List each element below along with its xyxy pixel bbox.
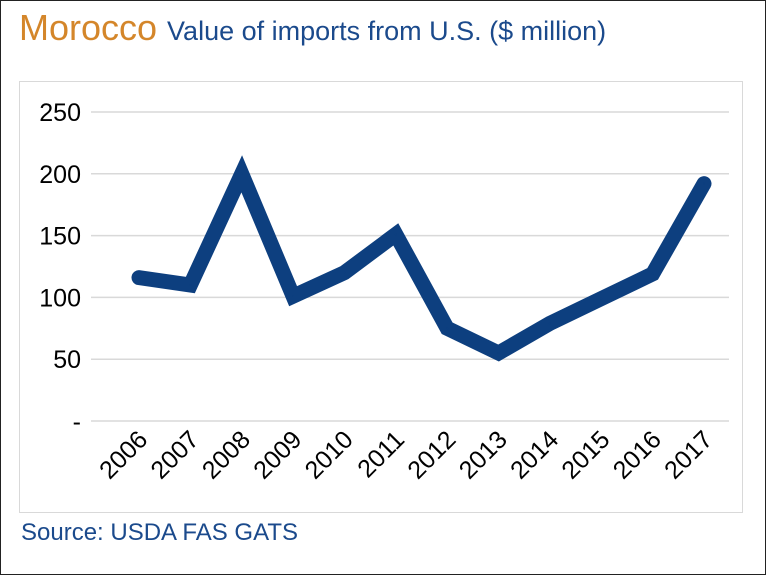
x-tick-label: 2012 <box>402 425 461 484</box>
chart-subtitle: Value of imports from U.S. ($ million) <box>167 16 607 46</box>
data-point <box>138 276 140 279</box>
x-tick-label: 2008 <box>197 425 256 484</box>
data-point <box>240 172 243 175</box>
series-line <box>131 155 712 362</box>
data-point <box>446 327 449 330</box>
data-point <box>600 297 603 300</box>
data-point <box>343 271 346 274</box>
y-tick-label: 200 <box>39 161 81 189</box>
y-tick-label: 250 <box>39 99 81 127</box>
source-note: Source: USDA FAS GATS <box>21 519 298 546</box>
x-tick-label: 2007 <box>145 425 204 484</box>
data-point <box>651 272 654 275</box>
x-tick-label: 2011 <box>352 425 410 483</box>
data-point <box>703 182 705 185</box>
y-tick-label: 100 <box>39 284 81 312</box>
x-tick-label: 2014 <box>505 425 564 484</box>
y-tick-label: 50 <box>53 346 81 374</box>
x-tick-label: 2010 <box>300 425 359 484</box>
data-point <box>394 233 397 236</box>
x-tick-label: 2006 <box>94 425 153 484</box>
data-point <box>548 322 551 325</box>
x-tick-label: 2015 <box>556 425 615 484</box>
title-row: Morocco Value of imports from U.S. ($ mil… <box>19 7 606 49</box>
x-tick-label: 2013 <box>454 425 513 484</box>
data-point <box>189 284 192 287</box>
country-title: Morocco <box>19 7 158 48</box>
y-tick-label: 150 <box>39 223 81 251</box>
x-tick-label: 2017 <box>659 425 718 484</box>
y-tick-label: - <box>73 408 81 436</box>
data-point <box>292 295 295 298</box>
data-point <box>497 352 500 355</box>
x-tick-label: 2009 <box>248 425 307 484</box>
x-tick-label: 2016 <box>608 425 667 484</box>
